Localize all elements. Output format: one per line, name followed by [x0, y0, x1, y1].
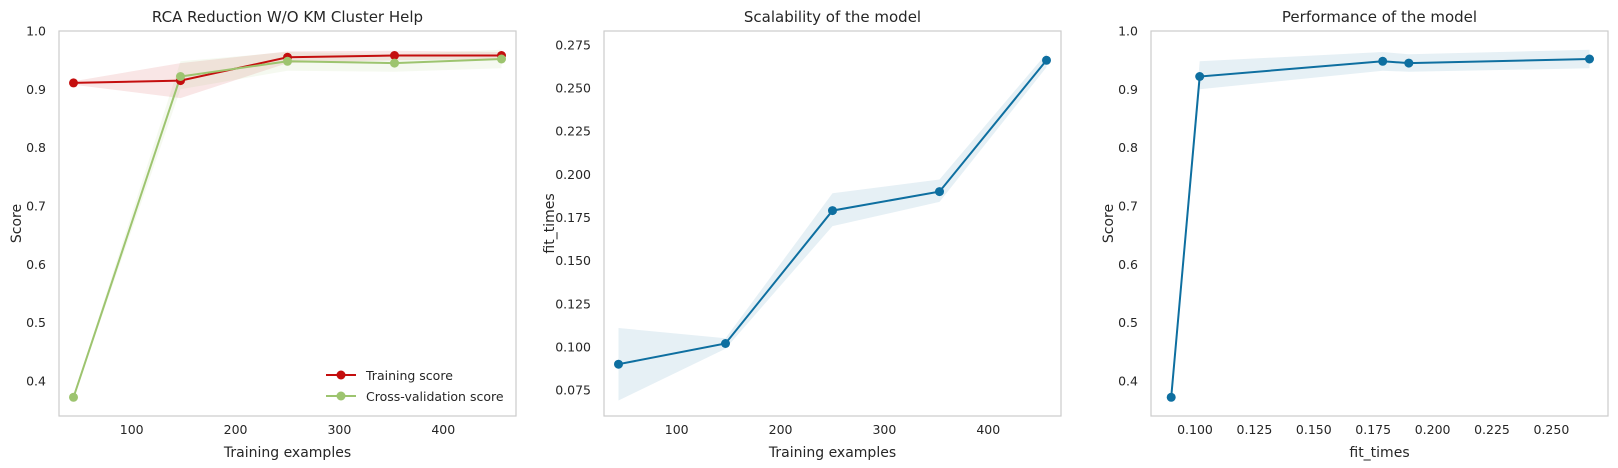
chart-title-2: Scalability of the model	[744, 8, 921, 26]
x-tick-label-2-3: 300	[872, 422, 896, 437]
legend-label-training: Training score	[365, 368, 453, 383]
x-tick-label-1-2: 200	[224, 422, 248, 437]
data-point-1-2-4	[390, 58, 399, 68]
y-tick-label-2-6: 0.200	[555, 167, 591, 182]
panel-learning-curve: 100 200 300 400 0.4 0.5 0.6 0.7 0.8 0.9 1.0 RCA R…	[9, 8, 517, 461]
x-tick-label-1-3: 300	[327, 422, 351, 437]
data-point-2-1-3	[828, 206, 837, 216]
y-tick-label-2-7: 0.225	[555, 124, 591, 139]
legend-label-cv: Cross-validation score	[366, 389, 504, 404]
y-tick-label-3-4: 0.7	[1118, 199, 1138, 214]
y-tick-label-1-6: 0.9	[26, 82, 46, 97]
x-axis-label-1: Training examples	[223, 445, 351, 461]
data-point-3-1-1	[1166, 392, 1176, 402]
x-tick-label-3-7: 0.250	[1534, 422, 1570, 437]
y-tick-label-2-3: 0.125	[555, 296, 591, 311]
plot-area-2	[603, 30, 1062, 417]
chart-title-1: RCA Reduction W/O KM Cluster Help	[152, 8, 423, 26]
x-tick-label-3-4: 0.175	[1355, 422, 1391, 437]
legend-marker-training	[336, 370, 346, 380]
y-tick-label-3-2: 0.5	[1118, 315, 1138, 330]
legend-marker-cv	[336, 391, 346, 401]
x-tick-label-2-1: 100	[665, 422, 689, 437]
data-point-3-1-2	[1195, 72, 1205, 81]
data-point-3-1-4	[1404, 58, 1414, 68]
y-tick-label-1-1: 0.4	[26, 374, 46, 389]
data-point-1-2-1	[69, 392, 78, 402]
data-point-1-2-5	[497, 54, 506, 64]
y-axis-label-1: Score	[9, 204, 25, 243]
y-tick-label-2-2: 0.100	[555, 339, 591, 354]
y-tick-label-1-7: 1.0	[26, 24, 46, 39]
x-tick-label-1-1: 100	[120, 422, 144, 437]
band-3-1	[1171, 49, 1590, 399]
chart-title-3: Performance of the model	[1282, 8, 1477, 26]
y-tick-label-1-4: 0.7	[26, 199, 46, 214]
data-point-2-1-4	[935, 187, 944, 197]
y-tick-label-2-8: 0.250	[555, 81, 591, 96]
y-tick-label-2-5: 0.175	[555, 210, 591, 225]
data-point-1-1-1	[69, 78, 78, 88]
y-tick-label-3-6: 0.9	[1118, 82, 1138, 97]
y-tick-label-3-5: 0.8	[1118, 140, 1138, 155]
y-tick-label-2-9: 0.275	[555, 37, 591, 52]
data-point-1-2-2	[176, 72, 185, 81]
y-tick-label-3-1: 0.4	[1118, 374, 1138, 389]
y-tick-label-1-2: 0.5	[26, 315, 46, 330]
legend: Training score Cross-validation score	[312, 360, 512, 410]
x-tick-label-1-4: 400	[431, 422, 455, 437]
data-point-2-1-5	[1042, 55, 1051, 65]
data-point-3-1-5	[1585, 54, 1594, 64]
legend-box	[312, 360, 512, 410]
data-point-2-1-1	[614, 359, 623, 369]
x-tick-label-3-3: 0.150	[1296, 422, 1332, 437]
x-axis-label-2: Training examples	[768, 445, 896, 461]
y-axis-label-2: fit_times	[542, 193, 558, 253]
data-point-1-1-4	[390, 51, 399, 60]
y-tick-label-3-3: 0.6	[1118, 257, 1138, 272]
panel-performance: 0.100 0.125 0.150 0.175 0.200 0.225 0.250 0.4 0…	[1101, 8, 1609, 461]
band-2-1	[618, 53, 1047, 401]
y-tick-label-1-5: 0.8	[26, 140, 46, 155]
data-point-3-1-3	[1378, 56, 1388, 66]
x-axis-label-3: fit_times	[1349, 445, 1409, 461]
y-tick-label-3-7: 1.0	[1118, 24, 1138, 39]
plot-area-3	[1150, 30, 1609, 417]
data-point-1-2-3	[283, 56, 292, 66]
x-tick-label-3-5: 0.200	[1415, 422, 1451, 437]
data-point-2-1-2	[721, 339, 730, 348]
x-tick-label-3-2: 0.125	[1237, 422, 1273, 437]
x-tick-label-2-2: 200	[769, 422, 793, 437]
y-tick-label-2-4: 0.150	[555, 253, 591, 268]
x-tick-label-3-6: 0.225	[1474, 422, 1510, 437]
x-tick-label-2-4: 400	[976, 422, 1000, 437]
band-1-1	[73, 50, 502, 99]
plot-area-1	[58, 30, 517, 417]
panel-scalability: 100 200 300 400 0.075 0.100 0.125 0.150 0.175 0.…	[542, 8, 1062, 461]
y-axis-label-3: Score	[1101, 204, 1117, 243]
y-tick-label-1-3: 0.6	[26, 257, 46, 272]
x-tick-label-3-1: 0.100	[1177, 422, 1213, 437]
y-tick-label-2-1: 0.075	[555, 383, 591, 398]
